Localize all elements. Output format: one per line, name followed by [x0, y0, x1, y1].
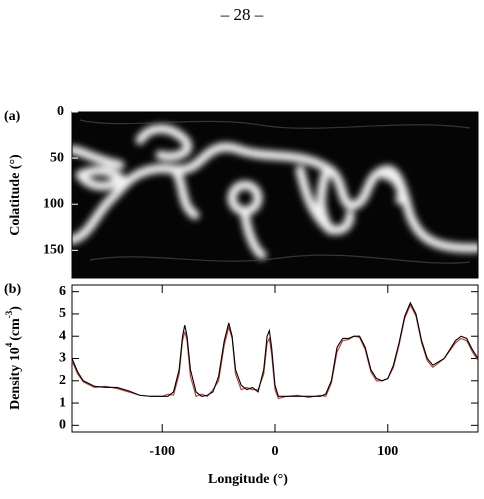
y-tick-label: 4	[59, 328, 66, 343]
y-tick-label: 1	[59, 395, 66, 410]
y-tick-label: 0	[59, 418, 66, 433]
y-tick-label: 150	[43, 243, 64, 258]
data-line	[71, 303, 479, 400]
y-label-sup: 4	[4, 342, 14, 347]
y-label-part: (cm	[8, 318, 23, 341]
panel-label: (b)	[4, 282, 21, 297]
x-axis-label: Longitude (°)	[208, 472, 288, 487]
axes-frame	[71, 284, 479, 433]
y-tick-label: 50	[50, 150, 64, 165]
data-line	[71, 301, 479, 397]
y-axis-label: Colatitude (°)	[8, 154, 23, 236]
y-tick-label: 6	[59, 284, 66, 299]
y-axis-label: Density 104(cm-3)	[4, 306, 23, 410]
y-tick-label: 0	[57, 104, 64, 119]
map-image	[72, 112, 478, 278]
y-label-part: )	[8, 306, 23, 311]
panel-label: (a)	[4, 109, 21, 124]
y-tick-label: 2	[59, 373, 66, 388]
y-tick-label: 100	[43, 196, 64, 211]
y-label-sup: -3	[4, 310, 14, 318]
y-label-part: Density 10	[8, 347, 23, 410]
x-tick-label: 0	[272, 444, 279, 459]
y-tick-label: 5	[59, 306, 66, 321]
y-tick-label: 3	[59, 351, 66, 366]
page-number: – 28 –	[220, 5, 264, 24]
axes-frame	[71, 111, 479, 279]
x-tick-label: -100	[149, 444, 175, 459]
x-tick-label: 100	[377, 444, 398, 459]
